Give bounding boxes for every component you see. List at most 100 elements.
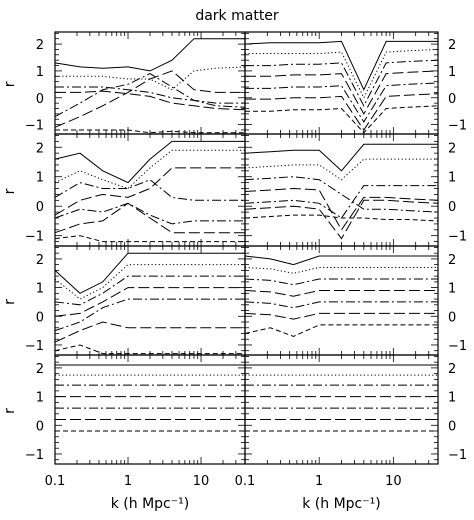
series-line — [244, 312, 438, 320]
x-tick-label: 0.1 — [45, 474, 66, 489]
series-line — [245, 70, 439, 115]
y-axis-label: r — [2, 81, 18, 87]
series-line — [244, 290, 438, 297]
y-tick-label: 2 — [448, 141, 456, 156]
series-line — [54, 287, 245, 317]
y-tick-label: −1 — [448, 119, 467, 134]
y-tick-label: 2 — [36, 141, 44, 156]
series-line — [54, 344, 245, 355]
x-tick-label: 0.1 — [235, 474, 256, 489]
y-tick-label: 1 — [448, 65, 456, 80]
series-group — [54, 38, 439, 432]
y-tick-label: −1 — [448, 339, 467, 354]
series-line — [54, 252, 245, 294]
series-line — [54, 167, 245, 216]
series-line — [244, 324, 438, 337]
y-tick-label: −1 — [448, 230, 467, 245]
series-line — [244, 187, 439, 231]
y-axis-label: r — [2, 299, 18, 305]
series-line — [54, 321, 245, 343]
series-line — [244, 255, 438, 266]
y-tick-label: 2 — [448, 253, 456, 268]
series-line — [54, 202, 245, 234]
panel-frame — [244, 31, 439, 135]
y-tick-label: 1 — [36, 171, 44, 186]
y-tick-label: −1 — [25, 448, 44, 463]
panel-frame — [54, 354, 246, 465]
y-tick-label: 2 — [36, 362, 44, 377]
y-tick-label: 2 — [448, 38, 456, 53]
x-tick-label: 1 — [124, 474, 132, 489]
y-tick-label: 1 — [36, 65, 44, 80]
y-tick-label: 0 — [36, 200, 44, 215]
y-tick-label: 1 — [36, 282, 44, 297]
y-axis-label: r — [2, 188, 18, 194]
series-line — [54, 38, 245, 72]
series-line — [244, 267, 438, 274]
panel-frames — [54, 31, 439, 465]
series-line — [54, 179, 245, 201]
y-tick-label: 1 — [448, 282, 456, 297]
x-tick-label: 10 — [193, 474, 210, 489]
y-tick-label: 0 — [448, 419, 456, 434]
series-line — [54, 264, 245, 300]
series-line — [54, 275, 245, 306]
series-line — [245, 48, 439, 99]
tick-labels: −1 −1 0 0 1 1 2 2 r −1 −1 0 0 1 1 2 2 r −1 −1 0 0 1 1 2 2 r −1 −1 0 0 1… — [2, 38, 467, 512]
series-line — [245, 82, 439, 123]
series-line — [244, 176, 439, 213]
series-line — [55, 66, 246, 91]
series-line — [54, 298, 245, 332]
y-tick-label: −1 — [25, 339, 44, 354]
y-tick-label: −1 — [25, 230, 44, 245]
series-line — [244, 40, 438, 91]
y-tick-label: 1 — [448, 391, 456, 406]
series-line — [54, 149, 245, 190]
series-line — [244, 143, 438, 172]
chart-title: dark matter — [195, 8, 279, 24]
x-axis-label: k (h Mpc⁻¹) — [302, 496, 380, 512]
y-tick-label: 0 — [448, 310, 456, 325]
series-line — [55, 129, 245, 134]
panel-frame — [244, 245, 439, 356]
y-tick-label: 0 — [36, 92, 44, 107]
y-tick-label: 1 — [36, 391, 44, 406]
axis-ticks — [54, 32, 439, 464]
y-tick-label: 0 — [36, 419, 44, 434]
y-tick-label: 1 — [448, 171, 456, 186]
series-line — [244, 185, 438, 219]
x-axis-label: k (h Mpc⁻¹) — [111, 496, 189, 512]
panel-frame — [244, 354, 439, 465]
panel-frame — [54, 31, 246, 135]
series-line — [244, 278, 438, 286]
series-line — [55, 90, 246, 111]
y-tick-label: 0 — [36, 310, 44, 325]
series-line — [54, 140, 245, 184]
y-tick-label: 2 — [36, 38, 44, 53]
series-line — [54, 70, 245, 128]
series-line — [245, 105, 439, 134]
series-line — [244, 158, 438, 181]
y-tick-label: −1 — [25, 119, 44, 134]
series-line — [244, 199, 439, 240]
panel-frame — [54, 245, 246, 356]
series-line — [54, 202, 245, 225]
panel-frame — [54, 133, 246, 247]
series-line — [245, 59, 439, 107]
series-line — [245, 93, 439, 131]
y-tick-label: 0 — [448, 200, 456, 215]
y-tick-label: 2 — [36, 253, 44, 268]
series-line — [244, 214, 439, 222]
y-axis-label: r — [2, 408, 18, 414]
series-line — [54, 73, 245, 118]
x-tick-label: 1 — [315, 474, 323, 489]
x-tick-label: 10 — [385, 474, 402, 489]
series-line — [244, 301, 438, 309]
series-line — [55, 86, 246, 108]
y-tick-label: −1 — [448, 448, 467, 463]
y-tick-label: 0 — [448, 92, 456, 107]
y-tick-label: 2 — [448, 362, 456, 377]
series-line — [54, 235, 245, 243]
